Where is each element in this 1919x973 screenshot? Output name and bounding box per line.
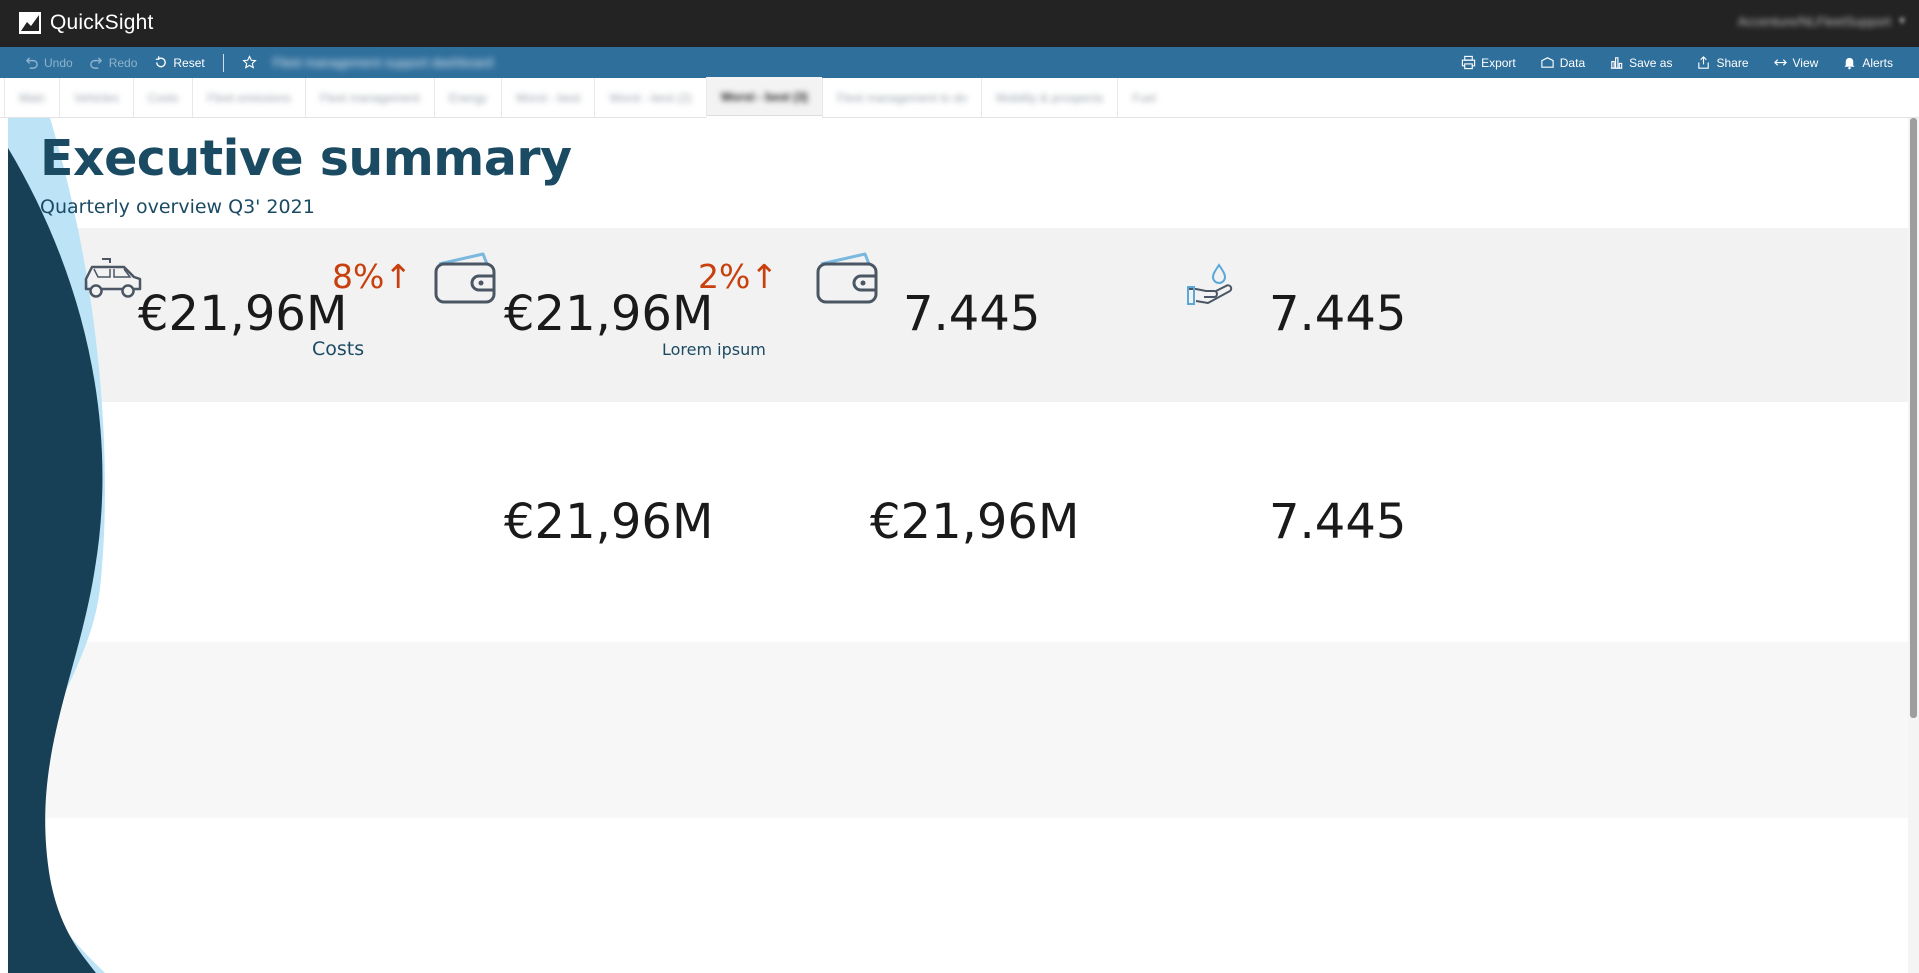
kpi-2-change: 2%↑ [698, 257, 779, 296]
favorite-button[interactable] [242, 55, 257, 70]
tab-mobility-prospects[interactable]: Mobility & prospects [981, 78, 1117, 117]
user-menu[interactable]: Accenture/NLFleetSupport [1737, 14, 1891, 29]
tab-worst-best[interactable]: Worst - best [500, 78, 594, 117]
bar-chart-icon [1611, 57, 1623, 69]
share-button[interactable]: Share [1696, 55, 1749, 70]
tab-fleet-emissions[interactable]: Fleet emissions [192, 78, 304, 117]
kpi-4-value: 7.445 [1269, 286, 1407, 342]
data-button[interactable]: Data [1540, 55, 1585, 70]
wallet-icon [815, 250, 881, 308]
printer-icon [1461, 55, 1476, 70]
top-bar: QuickSight Accenture/NLFleetSupport ▼ [0, 0, 1919, 47]
save-as-label: Save as [1629, 55, 1673, 70]
kpi-costs-value: €21,96M [138, 286, 348, 342]
undo-label: Undo [44, 55, 73, 70]
wallet-icon [433, 250, 499, 308]
tab-fuel[interactable]: Fuel [1117, 78, 1169, 117]
alerts-button[interactable]: Alerts [1842, 55, 1893, 70]
quicksight-logo[interactable]: QuickSight [18, 9, 154, 37]
sheet-tabs: Main Vehicles Costs Fleet emissions Flee… [0, 77, 1919, 118]
reset-label: Reset [173, 55, 205, 70]
star-icon [242, 55, 257, 69]
kpi-row2-1-value: €21,96M [504, 494, 714, 550]
tab-energy[interactable]: Energy [433, 78, 501, 117]
tab-worst-best-2[interactable]: Worst - best (2) [594, 78, 705, 117]
page-title: Executive summary [40, 130, 572, 187]
kpi-row2-2-value: €21,96M [870, 494, 1080, 550]
alerts-label: Alerts [1862, 55, 1893, 70]
data-label: Data [1559, 55, 1586, 70]
redo-icon [89, 57, 102, 69]
kpi-costs-label: Costs [312, 338, 365, 360]
tab-main[interactable]: Main [4, 78, 59, 117]
kpi-costs-change: 8%↑ [332, 257, 413, 296]
save-as-button[interactable]: Save as [1609, 55, 1672, 70]
decorative-wave [8, 118, 105, 973]
export-button[interactable]: Export [1461, 55, 1516, 70]
export-label: Export [1481, 55, 1516, 70]
kpi-3-value: 7.445 [903, 286, 1041, 342]
redo-button[interactable]: Redo [89, 55, 138, 70]
undo-icon [25, 57, 38, 69]
quicksight-logo-icon [19, 12, 41, 34]
hand-water-drop-icon [1186, 261, 1234, 307]
sheet-canvas: Executive summary Quarterly overview Q3'… [0, 118, 1919, 973]
kpi-band-1 [8, 228, 1910, 402]
tab-costs[interactable]: Costs [132, 78, 193, 117]
app-name: QuickSight [50, 11, 154, 34]
redo-label: Redo [108, 55, 138, 70]
share-label: Share [1716, 55, 1749, 70]
kpi-band-2 [8, 402, 1910, 642]
page-subtitle: Quarterly overview Q3' 2021 [40, 196, 315, 218]
kpi-row2-3-value: 7.445 [1269, 494, 1407, 550]
view-label: View [1792, 55, 1819, 70]
reset-icon [156, 56, 167, 68]
dashboard-name: Fleet management support dashboard [272, 55, 494, 70]
view-button[interactable]: View [1773, 55, 1819, 70]
tab-fleet-management-to-do[interactable]: Fleet management to do [821, 78, 981, 117]
toolbar: Undo Redo Reset Fleet management support… [0, 47, 1919, 78]
kpi-band-3 [8, 642, 1910, 818]
kpi-2-value: €21,96M [504, 286, 714, 342]
tab-vehicles[interactable]: Vehicles [59, 78, 133, 117]
bell-icon [1844, 57, 1855, 70]
wave-dark [8, 148, 103, 973]
chevron-down-icon[interactable]: ▼ [1897, 16, 1907, 27]
vertical-scrollbar-thumb[interactable] [1910, 118, 1917, 718]
expand-horizontal-icon [1773, 59, 1787, 66]
kpi-2-label: Lorem ipsum [662, 340, 766, 359]
tab-fleet-management[interactable]: Fleet management [304, 78, 434, 117]
share-icon [1698, 56, 1710, 69]
database-icon [1541, 57, 1554, 68]
tab-worst-best-3[interactable]: Worst - best (3) [705, 77, 822, 118]
toolbar-divider [222, 53, 224, 72]
reset-button[interactable]: Reset [153, 55, 205, 70]
undo-button[interactable]: Undo [24, 55, 73, 70]
car-icon [80, 255, 144, 303]
